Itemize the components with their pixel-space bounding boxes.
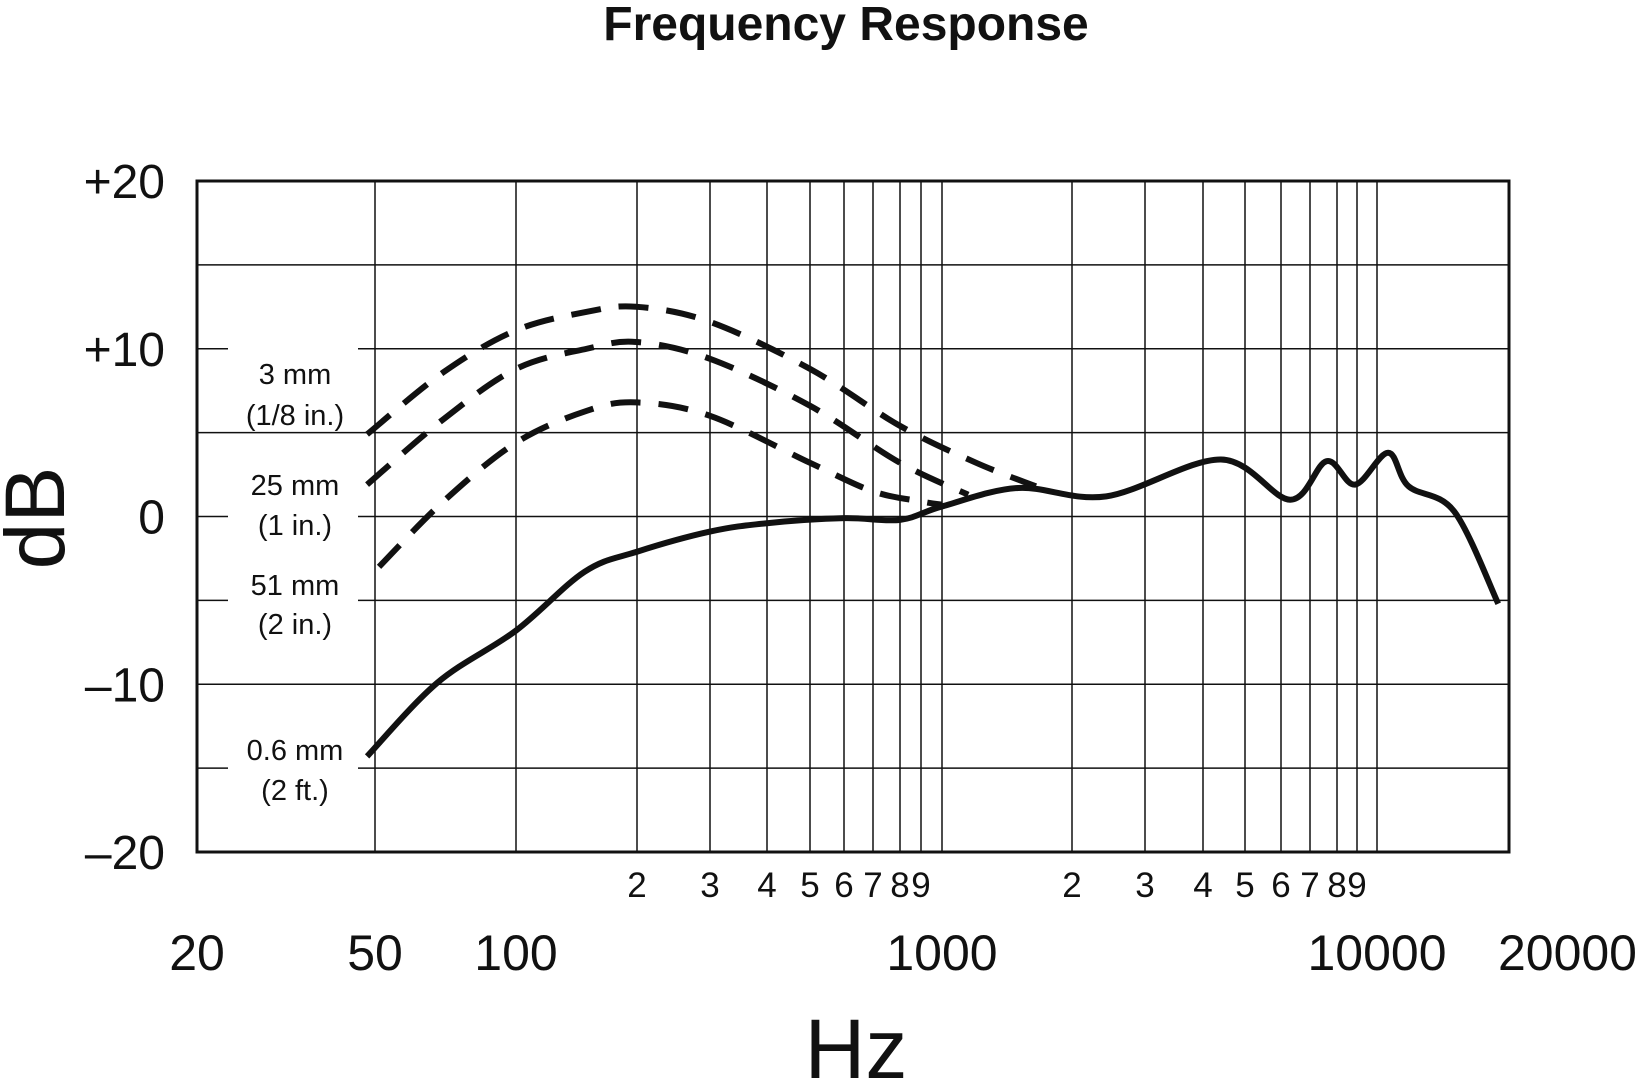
series-line-1 (365, 338, 970, 498)
x-major-tick-label: 50 (347, 925, 403, 981)
chart-title: Frequency Response (603, 0, 1088, 51)
x-minor-tick-label: 2 (1062, 866, 1081, 905)
series-line-3 (364, 449, 1501, 759)
y-tick-label: –10 (85, 659, 165, 712)
x-minor-tick-label: 4 (757, 866, 776, 905)
label-mask (228, 459, 358, 533)
x-minor-tick-label: 4 (1193, 866, 1212, 905)
x-minor-tick-label: 3 (1135, 866, 1154, 905)
x-minor-tick-label: 3 (700, 866, 719, 905)
y-tick-label: +20 (84, 156, 165, 209)
y-tick-labels: +20 +10 0 –10 –20 (84, 156, 165, 880)
y-axis-label: dB (0, 467, 82, 570)
series-label: (2 in.) (258, 609, 332, 641)
x-minor-tick-label: 9 (911, 866, 930, 905)
x-major-tick-label: 20000 (1498, 925, 1637, 981)
label-mask (228, 559, 358, 632)
series-label: 25 mm (251, 470, 340, 502)
x-minor-tick-label: 5 (1235, 866, 1254, 905)
x-minor-tick-label: 7 (1300, 866, 1319, 905)
x-minor-tick-label: 6 (1271, 866, 1290, 905)
x-minor-tick-label: 7 (863, 866, 882, 905)
curves (364, 303, 1501, 759)
series-label: (2 ft.) (261, 775, 329, 807)
x-major-tick-label: 10000 (1307, 925, 1446, 981)
x-major-tick-label: 20 (169, 925, 225, 981)
y-tick-label: –20 (85, 827, 165, 880)
plot-frame (195, 179, 1511, 854)
series-labels: 3 mm (1/8 in.) 25 mm (1 in.) 51 mm (2 in.) 0.6… (228, 348, 358, 807)
x-minor-tick-label: 5 (800, 866, 819, 905)
label-mask (228, 348, 358, 423)
series-label: 3 mm (259, 359, 332, 391)
x-minor-tick-label: 8 (890, 866, 909, 905)
series-line-2 (376, 399, 943, 569)
series-label: 51 mm (251, 570, 340, 602)
y-tick-label: +10 (84, 324, 165, 377)
x-major-tick-label: 1000 (886, 925, 997, 981)
x-minor-tick-label: 2 (627, 866, 646, 905)
x-axis-label: Hz (805, 1002, 908, 1080)
label-mask (228, 724, 358, 798)
x-minor-tick-label: 8 (1327, 866, 1346, 905)
x-minor-tick-label: 6 (834, 866, 853, 905)
x-minor-tick-label: 9 (1347, 866, 1366, 905)
x-major-tick-label: 100 (474, 925, 557, 981)
x-tick-labels: 2 3 4 5 6 7 8 9 2 3 4 5 6 7 8 920 50 100 1000 10000 20000 (169, 866, 1637, 981)
series-line-0 (365, 303, 1038, 490)
series-label: (1/8 in.) (246, 400, 344, 432)
series-label: 0.6 mm (247, 735, 344, 767)
y-tick-label: 0 (138, 492, 165, 545)
series-label: (1 in.) (258, 510, 332, 542)
